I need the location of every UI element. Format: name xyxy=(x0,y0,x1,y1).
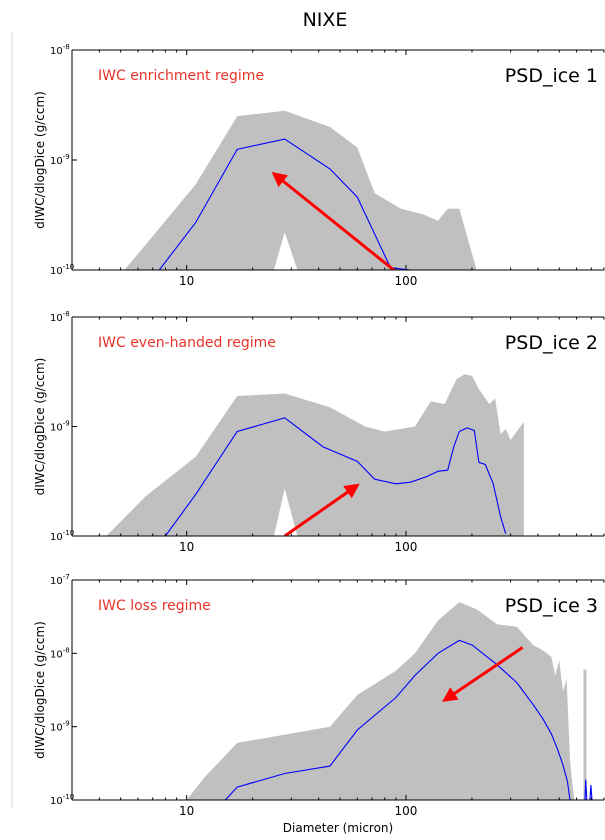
y-axis-label: dIWC/dlogDice (g/ccm) xyxy=(33,358,47,496)
envelope-spike xyxy=(583,669,587,800)
y-tick-exponent: -10 xyxy=(63,529,74,537)
y-tick-base: 10 xyxy=(50,266,63,277)
y-tick-exponent: -7 xyxy=(63,573,70,581)
y-tick-label: 10-10 xyxy=(50,263,74,277)
series-line-1 xyxy=(158,138,411,270)
panel-title: PSD_ice 1 xyxy=(505,65,598,87)
y-tick-base: 10 xyxy=(50,46,63,57)
x-tick-label: 10 xyxy=(179,804,194,818)
y-tick-label: 10-9 xyxy=(50,420,70,434)
y-tick-exponent: -9 xyxy=(63,420,70,428)
x-tick-label: 100 xyxy=(395,540,418,554)
trend-arrow xyxy=(283,483,360,536)
y-tick-exponent: -9 xyxy=(63,153,70,161)
plot-area xyxy=(124,110,477,270)
series-line-1 xyxy=(224,639,571,800)
y-tick-base: 10 xyxy=(50,423,63,434)
series-line-1 xyxy=(164,417,507,536)
plot-area xyxy=(186,602,593,800)
x-tick-label: 10 xyxy=(179,540,194,554)
y-tick-base: 10 xyxy=(50,649,63,660)
y-tick-exponent: -8 xyxy=(63,646,70,654)
y-tick-exponent: -8 xyxy=(63,43,70,51)
figure-title: NIXE xyxy=(303,9,348,31)
y-axis-label: dIWC/dlogDice (g/ccm) xyxy=(33,91,47,229)
y-tick-label: 10-9 xyxy=(50,720,70,734)
y-tick-base: 10 xyxy=(50,156,63,167)
y-tick-base: 10 xyxy=(50,723,63,734)
y-tick-label: 10-8 xyxy=(50,43,70,57)
y-tick-base: 10 xyxy=(50,313,63,324)
y-tick-label: 10-10 xyxy=(50,793,74,807)
trend-arrow xyxy=(271,171,395,270)
series-line-2 xyxy=(584,779,593,800)
x-axis-label: Diameter (micron) xyxy=(283,821,393,835)
y-tick-base: 10 xyxy=(50,796,63,807)
x-tick-label: 10 xyxy=(179,274,194,288)
envelope-lower-gap xyxy=(273,488,298,536)
trend-arrow xyxy=(442,646,524,702)
y-tick-label: 10-10 xyxy=(50,529,74,543)
y-tick-label: 10-8 xyxy=(50,310,70,324)
envelope-band xyxy=(106,374,524,536)
y-tick-base: 10 xyxy=(50,576,63,587)
envelope-band xyxy=(186,602,575,800)
y-tick-exponent: -8 xyxy=(63,310,70,318)
y-axis-label: dIWC/dlogDice (g/ccm) xyxy=(33,621,47,759)
y-tick-base: 10 xyxy=(50,532,63,543)
panel-title: PSD_ice 3 xyxy=(505,595,598,617)
y-tick-label: 10-7 xyxy=(50,573,70,587)
y-tick-exponent: -10 xyxy=(63,793,74,801)
envelope-band xyxy=(124,110,477,270)
y-tick-label: 10-8 xyxy=(50,646,70,660)
x-tick-label: 100 xyxy=(395,274,418,288)
regime-label: IWC even-handed regime xyxy=(98,335,276,351)
y-tick-exponent: -10 xyxy=(63,263,74,271)
panel-title: PSD_ice 2 xyxy=(505,332,598,354)
envelope-lower-gap xyxy=(273,232,298,270)
regime-label: IWC loss regime xyxy=(98,598,211,614)
regime-label: IWC enrichment regime xyxy=(98,68,264,84)
plot-area xyxy=(106,374,524,536)
y-tick-exponent: -9 xyxy=(63,720,70,728)
y-tick-label: 10-9 xyxy=(50,153,70,167)
x-tick-label: 100 xyxy=(395,804,418,818)
